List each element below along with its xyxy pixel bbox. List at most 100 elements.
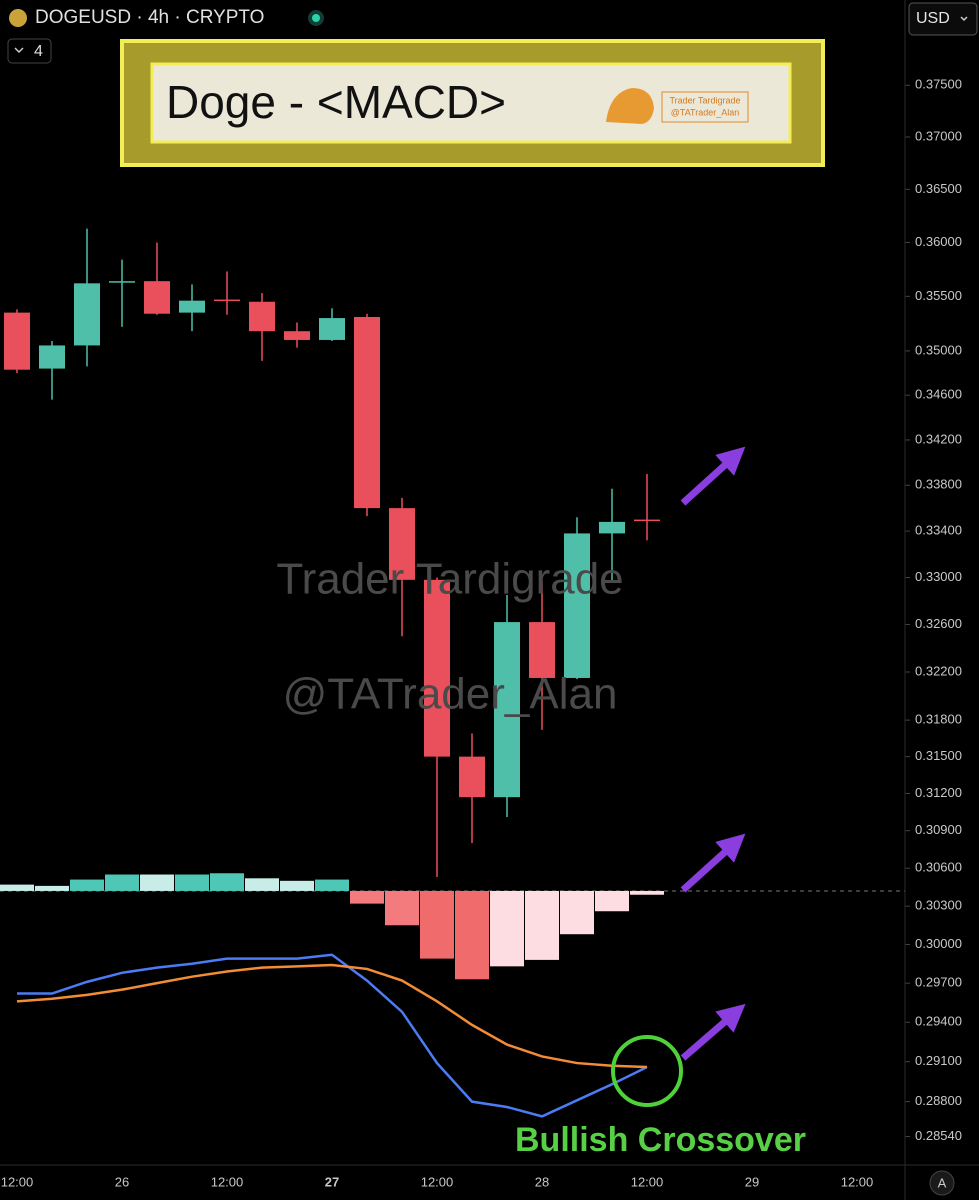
histogram-bar — [630, 890, 664, 895]
auto-circle[interactable] — [929, 1170, 955, 1196]
auto-label: A — [938, 1175, 947, 1190]
banner-panel — [150, 62, 792, 144]
banner-title: Doge - <MACD> — [166, 76, 506, 128]
candle-body — [214, 299, 240, 302]
candle-body — [424, 579, 450, 757]
histogram-bar — [560, 890, 594, 935]
annotation: Bullish Crossover — [515, 1121, 806, 1159]
chevron — [960, 16, 968, 22]
y-tick-label: 0.31200 — [915, 785, 962, 800]
arrow — [680, 833, 746, 893]
candle-body — [389, 508, 415, 580]
y-tick-label: 0.34600 — [915, 387, 962, 402]
y-tick-label: 0.29100 — [915, 1053, 962, 1068]
candle-body — [459, 756, 485, 798]
arrow — [680, 446, 746, 506]
candle-body — [599, 521, 625, 534]
y-tick-label: 0.29400 — [915, 1014, 962, 1029]
histogram-bar — [595, 890, 629, 912]
candle-body — [529, 622, 555, 678]
logo-name: Trader Tardigrade — [669, 95, 740, 105]
indicator-toggle[interactable]: 4 — [7, 38, 52, 64]
y-tick-label: 0.32600 — [915, 616, 962, 631]
x-tick-label: 29 — [745, 1174, 759, 1189]
macd-line — [17, 953, 648, 1118]
candle-body — [319, 318, 345, 340]
auto-button[interactable]: A — [929, 1170, 955, 1196]
candle-body — [4, 312, 30, 370]
macd-line — [16, 963, 648, 1069]
x-tick-label: 12:00 — [631, 1174, 664, 1189]
y-tick-label: 0.28540 — [915, 1128, 962, 1143]
x-tick-label: 12:00 — [421, 1174, 454, 1189]
y-tick-label: 0.30600 — [915, 860, 962, 875]
histogram-bar — [350, 890, 384, 904]
y-tick-label: 0.36000 — [915, 234, 962, 249]
histogram-bar — [525, 890, 559, 960]
x-tick-label: 28 — [535, 1174, 549, 1189]
symbol-title: DOGEUSD · 4h · CRYPTO — [35, 7, 264, 28]
currency-label: USD — [916, 10, 950, 27]
candle-body — [144, 281, 170, 314]
y-tick-label: 0.31500 — [915, 748, 962, 763]
y-tick-label: 0.37500 — [915, 77, 962, 92]
y-tick-label: 0.33000 — [915, 569, 962, 584]
histogram-bar — [70, 879, 104, 891]
currency-button[interactable]: USD — [908, 2, 978, 36]
histogram-bar — [315, 879, 349, 891]
histogram-bar — [210, 873, 244, 891]
candle-body — [39, 345, 65, 369]
layers: 0.37500 0.37000 0.36500 0.36000 0.35500 0.350… — [0, 77, 962, 1190]
y-tick-label: 0.29700 — [915, 975, 962, 990]
y-tick-label: 0.37000 — [915, 128, 962, 143]
y-tick-label: 0.35000 — [915, 342, 962, 357]
symbol-icon — [9, 9, 27, 27]
histogram-bar — [140, 874, 174, 891]
histogram-bar — [490, 890, 524, 967]
axis-layer: 0.37500 0.37000 0.36500 0.36000 0.35500 0.350… — [1, 77, 962, 1190]
y-tick-label: 0.30000 — [915, 936, 962, 951]
candle-body — [249, 301, 275, 332]
logo-handle: @TATrader_Alan — [671, 107, 740, 117]
status-dot-inner — [312, 14, 320, 22]
y-tick-label: 0.28800 — [915, 1093, 962, 1108]
toggle-count: 4 — [34, 43, 43, 60]
histogram-bar — [245, 878, 279, 891]
toggle-box[interactable] — [7, 38, 52, 64]
histogram-bar — [455, 890, 489, 980]
y-tick-label: 0.30900 — [915, 822, 962, 837]
candle-body — [354, 316, 380, 509]
logo: Trader Tardigrade @TATrader_Alan — [606, 88, 749, 124]
y-tick-label: 0.32200 — [915, 663, 962, 678]
histogram-bar — [0, 884, 34, 891]
candle-body — [494, 622, 520, 798]
currency-box[interactable] — [908, 2, 978, 36]
y-tick-label: 0.36500 — [915, 181, 962, 196]
watermark: Trader Tardigrade — [276, 555, 623, 604]
histogram-bar — [105, 874, 139, 891]
logo-icon — [606, 88, 654, 124]
histogram-bar — [420, 890, 454, 959]
chevron — [14, 47, 24, 54]
histogram-bar — [35, 885, 69, 891]
candle-body — [634, 519, 660, 522]
histogram-bar — [280, 880, 314, 891]
y-tick-label: 0.33400 — [915, 523, 962, 538]
x-tick-label: 12:00 — [1, 1174, 34, 1189]
x-tick-label: 12:00 — [211, 1174, 244, 1189]
x-tick-label: 27 — [325, 1174, 339, 1189]
histogram-bar — [175, 874, 209, 891]
y-tick-label: 0.35500 — [915, 288, 962, 303]
candle-body — [284, 331, 310, 340]
macd-layer — [0, 873, 905, 1118]
candle-layer — [4, 228, 660, 878]
logo-box — [661, 91, 749, 123]
candle-body — [564, 533, 590, 678]
y-tick-label: 0.31800 — [915, 712, 962, 727]
histogram-bar — [385, 890, 419, 926]
y-tick-label: 0.30300 — [915, 898, 962, 913]
candle-body — [74, 283, 100, 346]
x-tick-label: 26 — [115, 1174, 129, 1189]
